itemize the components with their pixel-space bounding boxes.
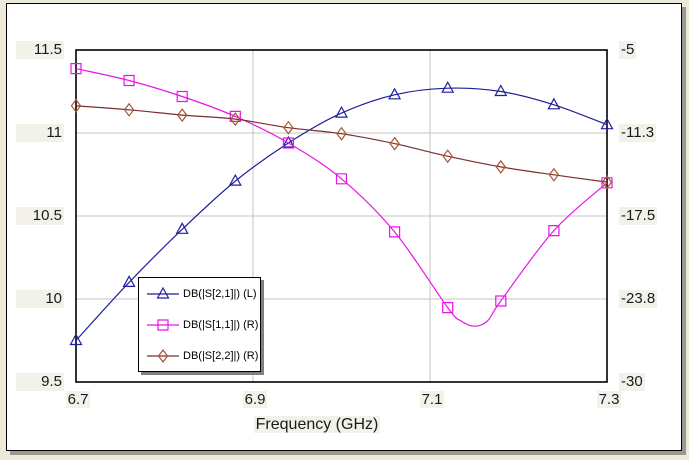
right-axis-tick-0: -5: [619, 41, 637, 59]
legend-label-s21: DB(|S[2,1]|) (L): [183, 287, 257, 300]
x-axis-title: Frequency (GHz): [253, 416, 381, 433]
square-marker-icon: [147, 318, 179, 331]
left-axis-tick-0: 11.5: [16, 41, 64, 59]
left-axis-tick-4: 9.5: [16, 373, 64, 391]
left-axis-tick-3: 10: [16, 290, 64, 308]
triangle-marker-icon: [147, 286, 179, 299]
right-axis-tick-4: -30: [619, 373, 645, 391]
x-axis-tick-0: 6.7: [65, 391, 91, 408]
legend-label-s11: DB(|S[1,1]|) (R): [183, 318, 259, 331]
legend-box: DB(|S[2,1]|) (L) DB(|S[1,1]|) (R) DB(|S[…: [138, 277, 261, 372]
diamond-marker-icon: [147, 348, 179, 363]
right-axis-tick-2: -17.5: [619, 207, 658, 225]
legend-label-s22: DB(|S[2,2]|) (R): [183, 349, 259, 362]
legend-entry-s11: DB(|S[1,1]|) (R): [139, 309, 260, 340]
x-axis-tick-3: 7.3: [596, 391, 622, 408]
x-axis-tick-1: 6.9: [242, 391, 268, 408]
x-axis-tick-2: 7.1: [419, 391, 445, 408]
right-axis-tick-1: -11.3: [619, 124, 657, 142]
legend-entry-s21: DB(|S[2,1]|) (L): [139, 278, 260, 309]
legend-entry-s22: DB(|S[2,2]|) (R): [139, 340, 260, 371]
left-axis-tick-2: 10.5: [16, 207, 64, 225]
right-axis-tick-3: -23.8: [619, 290, 658, 308]
left-axis-tick-1: 11: [16, 124, 64, 142]
